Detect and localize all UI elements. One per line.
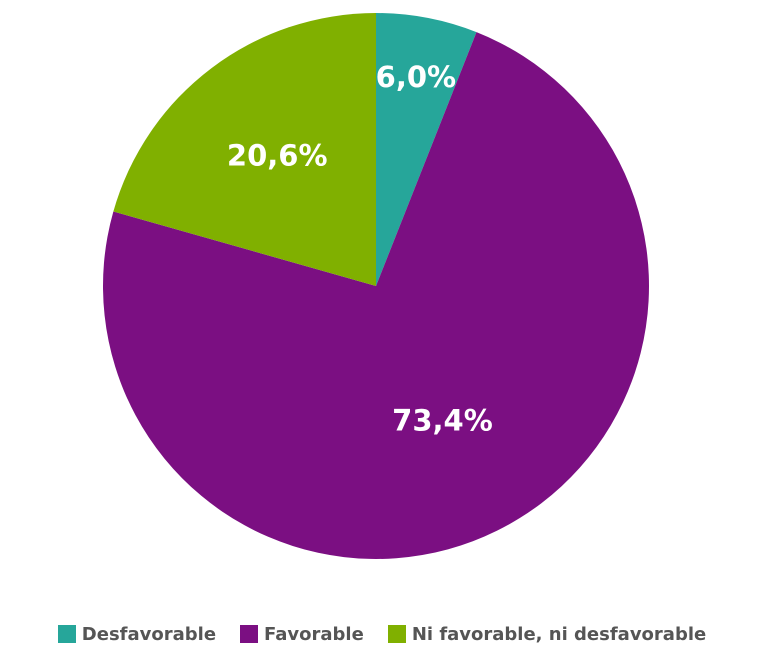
pie-slice-favorable: [102, 32, 649, 559]
pie-slice-ni-favorable-ni-desfavorable: [113, 13, 376, 286]
slice-value-label: 6,0%: [376, 60, 456, 94]
legend-label: Desfavorable: [81, 623, 217, 645]
legend-item: Favorable: [240, 624, 364, 645]
legend-item: Desfavorable: [57, 623, 217, 645]
legend-swatch: [387, 625, 406, 643]
legend-swatch: [240, 625, 259, 643]
legend: Desfavorable Favorable Ni favorable, ni de…: [0, 621, 764, 647]
slice-value-label: 20,6%: [227, 138, 328, 172]
legend-label: Favorable: [264, 623, 364, 645]
pie-plot-area: 6,0% 73,4% 20,6%: [102, 13, 649, 559]
legend-label: Ni favorable, ni desfavorable: [411, 623, 707, 645]
legend-item: Ni favorable, ni desfavorable: [387, 623, 707, 645]
slice-value-label: 73,4%: [392, 404, 493, 438]
pie-slice-desfavorable: [376, 13, 477, 286]
legend-swatch: [57, 625, 76, 643]
